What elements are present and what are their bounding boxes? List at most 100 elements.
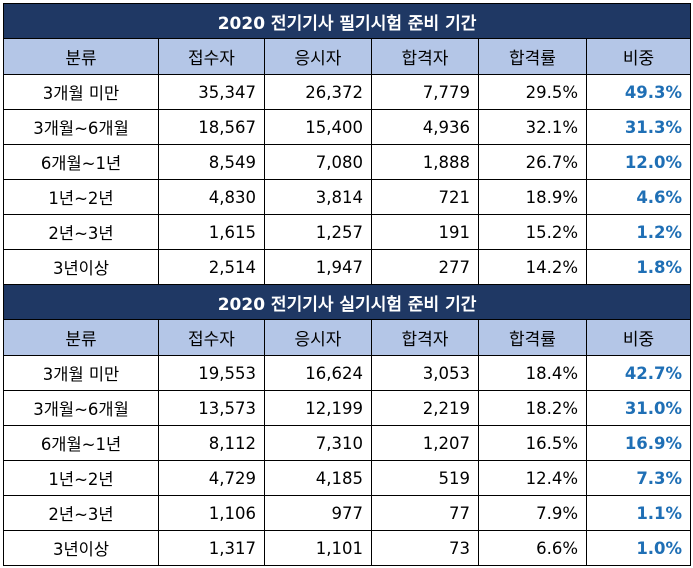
- column-header: 비중: [585, 38, 692, 75]
- passers-cell: 3,053: [371, 355, 479, 391]
- examinees-cell: 3,814: [264, 179, 372, 215]
- pass-rate-cell: 18.4%: [478, 355, 587, 391]
- table-row: 2년~3년 1,615 1,257 191 15.2% 1.2%: [3, 214, 692, 250]
- examinees-cell: 15,400: [264, 109, 372, 145]
- examinees-cell: 16,624: [264, 355, 372, 391]
- practical-section-title-row: 2020 전기기사 실기시험 준비 기간: [2, 284, 692, 320]
- share-cell: 31.0%: [585, 390, 692, 426]
- pass-rate-cell: 16.5%: [478, 425, 587, 461]
- share-cell: 4.6%: [585, 179, 692, 215]
- table-row: 3개월~6개월 18,567 15,400 4,936 32.1% 31.3%: [3, 109, 692, 145]
- category-cell: 1년~2년: [3, 179, 159, 215]
- share-cell: 1.1%: [585, 495, 692, 531]
- examinees-cell: 1,101: [264, 530, 372, 566]
- category-cell: 3년이상: [3, 530, 159, 566]
- pass-rate-cell: 29.5%: [478, 74, 587, 110]
- applicants-cell: 19,553: [158, 355, 265, 391]
- share-cell: 12.0%: [585, 144, 692, 180]
- passers-cell: 73: [371, 530, 479, 566]
- applicants-cell: 35,347: [158, 74, 265, 110]
- column-header: 응시자: [264, 38, 372, 75]
- passers-cell: 1,888: [371, 144, 479, 180]
- share-cell: 31.3%: [585, 109, 692, 145]
- table-row: 3년이상 1,317 1,101 73 6.6% 1.0%: [3, 530, 692, 566]
- exam-prep-table: 2020 전기기사 필기시험 준비 기간 분류 접수자 응시자 합격자 합격률 비중 3개월 …: [2, 3, 692, 566]
- pass-rate-cell: 15.2%: [478, 214, 587, 250]
- applicants-cell: 8,549: [158, 144, 265, 180]
- pass-rate-cell: 6.6%: [478, 530, 587, 566]
- passers-cell: 277: [371, 249, 479, 285]
- category-cell: 6개월~1년: [3, 144, 159, 180]
- stats-tables: 2020 전기기사 필기시험 준비 기간 분류 접수자 응시자 합격자 합격률 비중 3개월 …: [2, 3, 692, 566]
- column-header: 합격자: [371, 319, 479, 356]
- pass-rate-cell: 32.1%: [478, 109, 587, 145]
- table-row: 3년이상 2,514 1,947 277 14.2% 1.8%: [3, 249, 692, 285]
- applicants-cell: 2,514: [158, 249, 265, 285]
- applicants-cell: 1,317: [158, 530, 265, 566]
- applicants-cell: 1,106: [158, 495, 265, 531]
- applicants-cell: 4,729: [158, 460, 265, 496]
- pass-rate-cell: 18.2%: [478, 390, 587, 426]
- table-row: 3개월 미만 19,553 16,624 3,053 18.4% 42.7%: [3, 355, 692, 391]
- table-row: 3개월~6개월 13,573 12,199 2,219 18.2% 31.0%: [3, 390, 692, 426]
- passers-cell: 191: [371, 214, 479, 250]
- share-cell: 1.2%: [585, 214, 692, 250]
- pass-rate-cell: 12.4%: [478, 460, 587, 496]
- share-cell: 7.3%: [585, 460, 692, 496]
- share-cell: 42.7%: [585, 355, 692, 391]
- passers-cell: 519: [371, 460, 479, 496]
- passers-cell: 721: [371, 179, 479, 215]
- passers-cell: 7,779: [371, 74, 479, 110]
- applicants-cell: 13,573: [158, 390, 265, 426]
- passers-cell: 4,936: [371, 109, 479, 145]
- table-row: 3개월 미만 35,347 26,372 7,779 29.5% 49.3%: [3, 74, 692, 110]
- category-cell: 2년~3년: [3, 214, 159, 250]
- applicants-cell: 4,830: [158, 179, 265, 215]
- share-cell: 16.9%: [585, 425, 692, 461]
- column-header: 합격률: [478, 319, 587, 356]
- category-cell: 3년이상: [3, 249, 159, 285]
- pass-rate-cell: 14.2%: [478, 249, 587, 285]
- pass-rate-cell: 18.9%: [478, 179, 587, 215]
- examinees-cell: 1,947: [264, 249, 372, 285]
- column-header: 응시자: [264, 319, 372, 356]
- column-header: 합격자: [371, 38, 479, 75]
- category-cell: 1년~2년: [3, 460, 159, 496]
- applicants-cell: 18,567: [158, 109, 265, 145]
- examinees-cell: 7,310: [264, 425, 372, 461]
- category-cell: 3개월 미만: [3, 355, 159, 391]
- share-cell: 1.0%: [585, 530, 692, 566]
- table-row: 6개월~1년 8,549 7,080 1,888 26.7% 12.0%: [3, 144, 692, 180]
- examinees-cell: 1,257: [264, 214, 372, 250]
- pass-rate-cell: 7.9%: [478, 495, 587, 531]
- practical-section-title: 2020 전기기사 실기시험 준비 기간: [2, 284, 692, 320]
- passers-cell: 1,207: [371, 425, 479, 461]
- written-header-row: 분류 접수자 응시자 합격자 합격률 비중: [3, 38, 692, 75]
- table-row: 1년~2년 4,729 4,185 519 12.4% 7.3%: [3, 460, 692, 496]
- column-header: 합격률: [478, 38, 587, 75]
- category-cell: 3개월 미만: [3, 74, 159, 110]
- written-section-title-row: 2020 전기기사 필기시험 준비 기간: [2, 3, 692, 39]
- examinees-cell: 7,080: [264, 144, 372, 180]
- table-row: 1년~2년 4,830 3,814 721 18.9% 4.6%: [3, 179, 692, 215]
- column-header: 비중: [585, 319, 692, 356]
- table-row: 2년~3년 1,106 977 77 7.9% 1.1%: [3, 495, 692, 531]
- examinees-cell: 12,199: [264, 390, 372, 426]
- column-header: 분류: [3, 38, 159, 75]
- category-cell: 3개월~6개월: [3, 109, 159, 145]
- share-cell: 1.8%: [585, 249, 692, 285]
- applicants-cell: 8,112: [158, 425, 265, 461]
- passers-cell: 77: [371, 495, 479, 531]
- written-section-title: 2020 전기기사 필기시험 준비 기간: [2, 3, 692, 39]
- category-cell: 2년~3년: [3, 495, 159, 531]
- column-header: 분류: [3, 319, 159, 356]
- examinees-cell: 977: [264, 495, 372, 531]
- applicants-cell: 1,615: [158, 214, 265, 250]
- examinees-cell: 4,185: [264, 460, 372, 496]
- category-cell: 6개월~1년: [3, 425, 159, 461]
- category-cell: 3개월~6개월: [3, 390, 159, 426]
- table-row: 6개월~1년 8,112 7,310 1,207 16.5% 16.9%: [3, 425, 692, 461]
- share-cell: 49.3%: [585, 74, 692, 110]
- column-header: 접수자: [158, 38, 265, 75]
- examinees-cell: 26,372: [264, 74, 372, 110]
